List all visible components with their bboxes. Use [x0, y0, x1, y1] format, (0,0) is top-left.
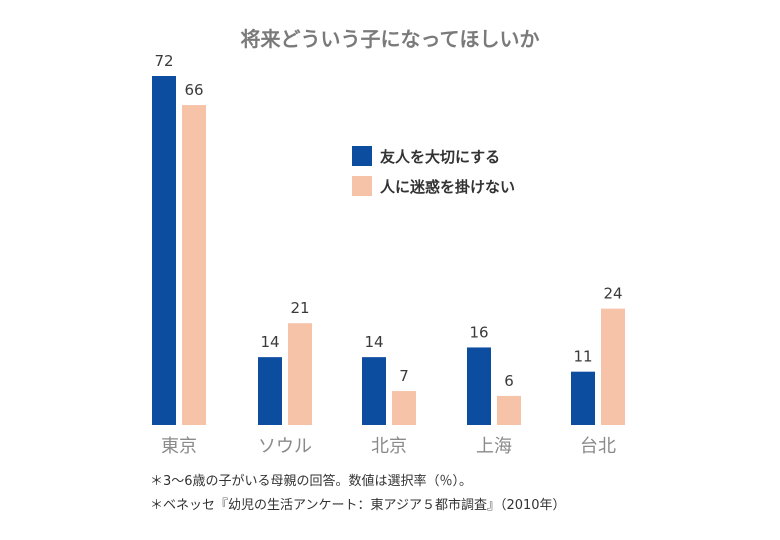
bar-no-trouble-0 [182, 105, 206, 425]
value-label: 14 [260, 333, 279, 351]
legend-swatch [352, 146, 372, 166]
chart-title: 将来どういう子になってほしいか [241, 27, 540, 51]
legend-swatch [352, 176, 372, 196]
bar-friends-4 [571, 371, 595, 425]
footnote-source: ＊ベネッセ『幼児の生活アンケート：東アジア５都市調査』（2010年） [150, 498, 566, 513]
bar-friends-3 [467, 347, 491, 425]
value-labels-group: 72 66 14 21 14 7 16 6 11 24 [154, 52, 622, 390]
value-label: 66 [184, 81, 203, 99]
category-label: 台北 [580, 436, 616, 457]
value-label: 72 [154, 52, 173, 70]
bar-friends-1 [258, 357, 282, 425]
value-label: 21 [290, 299, 309, 317]
footnote-respondents: ＊3〜6歳の子がいる母親の回答。数値は選択率（％）。 [150, 474, 473, 489]
bar-no-trouble-3 [497, 395, 521, 425]
bars-group [152, 76, 625, 425]
bar-no-trouble-1 [288, 323, 312, 425]
bar-no-trouble-2 [392, 391, 416, 425]
value-label: 7 [399, 367, 409, 385]
bar-friends-0 [152, 76, 176, 425]
value-label: 16 [469, 323, 488, 341]
category-label: 北京 [371, 436, 407, 457]
category-label: 東京 [161, 436, 197, 457]
category-label: ソウル [258, 436, 312, 457]
legend-label: 友人を大切にする [380, 148, 500, 166]
legend-label: 人に迷惑を掛けない [380, 178, 515, 196]
value-label: 24 [603, 285, 622, 303]
bar-friends-2 [362, 357, 386, 425]
category-label: 上海 [476, 436, 512, 457]
category-labels-group: 東京 ソウル 北京 上海 台北 [161, 436, 616, 457]
value-label: 6 [504, 372, 514, 390]
value-label: 14 [364, 333, 383, 351]
bar-no-trouble-4 [601, 308, 625, 425]
value-label: 11 [573, 348, 592, 366]
